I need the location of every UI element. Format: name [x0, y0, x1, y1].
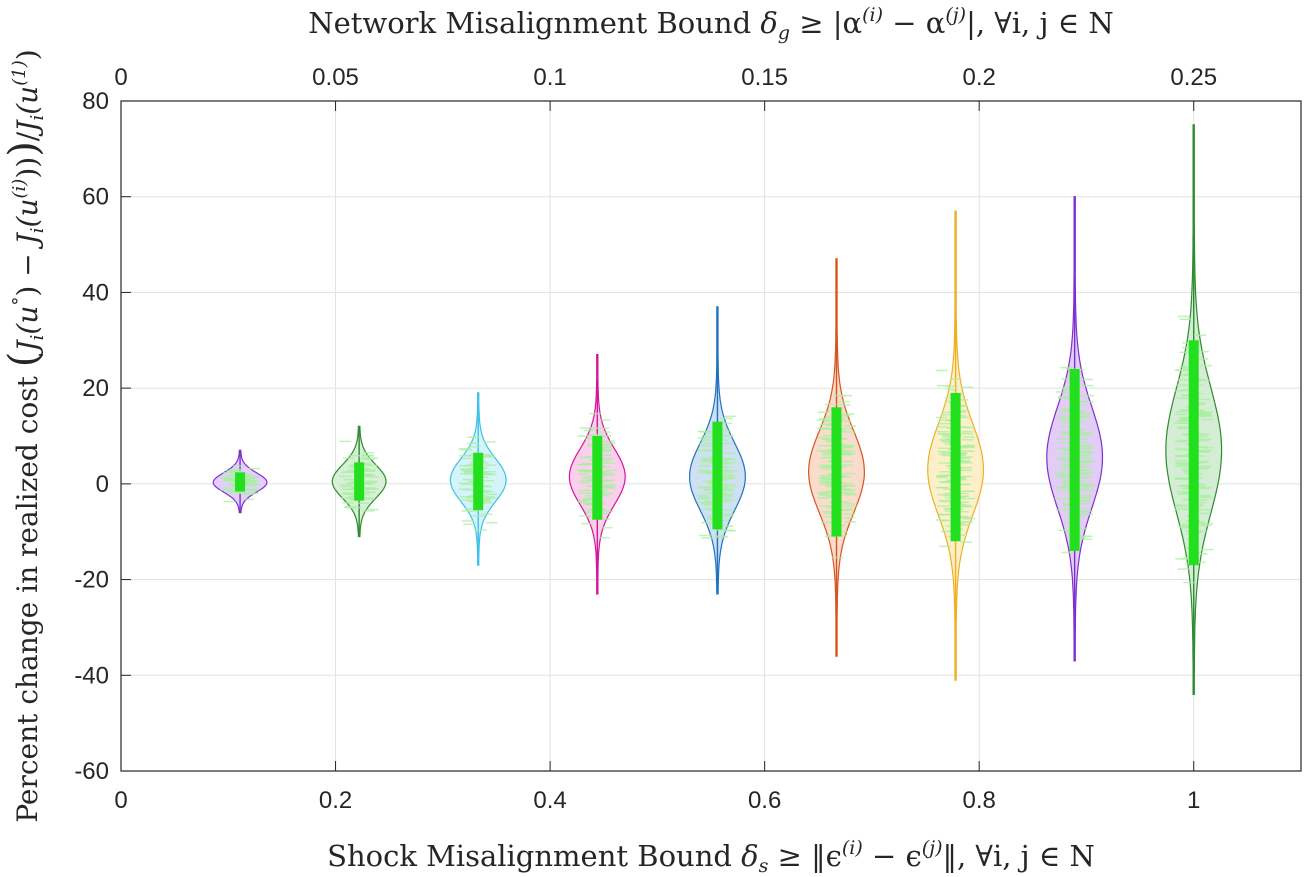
violin-iqr-bar-3	[473, 452, 484, 511]
x-tick-label: 0	[114, 787, 127, 814]
x-tick-label: 0.6	[748, 787, 781, 814]
top-tick-label: 0.2	[962, 64, 995, 91]
violin-iqr-bar-7	[950, 392, 961, 542]
top-tick-label: 0	[114, 64, 127, 91]
sample-points-8	[1054, 366, 1095, 554]
y-tick-label: -40	[74, 662, 109, 689]
top-tick-label: 0.1	[533, 64, 566, 91]
x-axis-title: Shock Misalignment Bound δs ≥ ‖ϵ(i) − ϵ(…	[327, 837, 1095, 877]
x-tick-label: 0.2	[319, 787, 352, 814]
x-tick-label: 0.4	[533, 787, 566, 814]
top-axis-title: Network Misalignment Bound δg ≥ |α(i) − …	[308, 4, 1114, 44]
y-axis-title: Percent change in realized cost (Ji(u°) …	[1, 49, 48, 822]
y-tick-label: 0	[96, 471, 109, 498]
y-tick-label: 40	[82, 279, 109, 306]
y-tick-label: -20	[74, 567, 109, 594]
violin-iqr-bar-6	[831, 407, 842, 537]
y-tick-label: -60	[74, 758, 109, 785]
violin-iqr-bar-2	[354, 462, 365, 501]
plot-frame	[120, 100, 1302, 772]
y-tick-label: 20	[82, 375, 109, 402]
top-tick-label: 0.05	[312, 64, 359, 91]
sample-overlays	[220, 124, 1214, 695]
top-tick-label: 0.15	[741, 64, 788, 91]
violin-iqr-bar-5	[712, 421, 723, 530]
violin-iqr-bar-4	[592, 436, 603, 520]
x-tick-label: 0.8	[962, 787, 995, 814]
y-tick-label: 80	[82, 88, 109, 115]
y-tick-label: 60	[82, 184, 109, 211]
top-tick-label: 0.25	[1170, 64, 1217, 91]
violin-iqr-bar-9	[1188, 340, 1199, 566]
violin-iqr-bar-8	[1069, 369, 1080, 551]
violin-iqr-bar-1	[235, 472, 246, 492]
x-tick-label: 1	[1187, 787, 1200, 814]
